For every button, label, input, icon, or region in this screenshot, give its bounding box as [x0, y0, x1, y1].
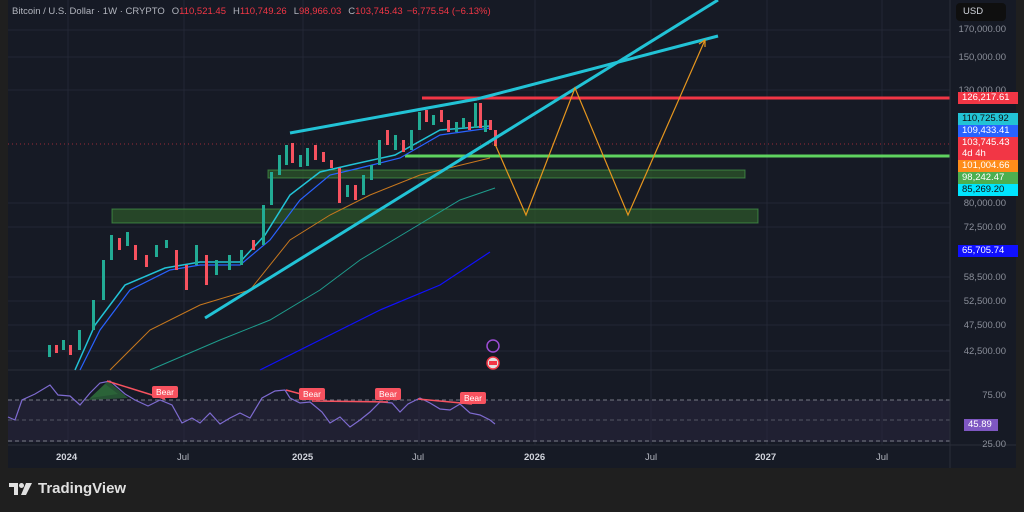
candles [48, 103, 497, 357]
countdown-tag: 4d 4h [958, 148, 1018, 160]
bear-divergence-label: Bear [460, 392, 486, 404]
support-price-tag: 98,242.47 [958, 172, 1018, 184]
ohlc-header: Bitcoin / U.S. Dollar · 1W · CRYPTO O110… [12, 6, 491, 17]
ma-price-tag: 110,725.92 [958, 113, 1018, 125]
bear-divergence-label: Bear [375, 388, 401, 400]
support-zone-lower [111, 208, 759, 224]
time-tick: 2025 [292, 452, 314, 463]
time-tick: 2027 [755, 452, 777, 463]
ma-price-tag: 65,705.74 [958, 245, 1018, 257]
time-tick: 2024 [56, 452, 78, 463]
price-tick: 42,500.00 [963, 346, 1006, 357]
time-tick: 2026 [524, 452, 546, 463]
time-tick: Jul [412, 452, 425, 463]
tradingview-logo-icon [9, 482, 32, 495]
bear-divergence-label: Bear [299, 388, 325, 400]
bear-divergence-label: Bear [152, 386, 178, 398]
price-tick: 80,000.00 [963, 198, 1006, 209]
time-tick: Jul [876, 452, 889, 463]
symbol-title[interactable]: Bitcoin / U.S. Dollar · 1W · CRYPTO [12, 6, 165, 17]
time-tick: Jul [177, 452, 190, 463]
ma-price-tag: 109,433.41 [958, 125, 1018, 137]
price-tick: 72,500.00 [963, 222, 1006, 233]
change-value: −6,775.54 (−6.13%) [406, 6, 491, 17]
rsi-tick: 75.00 [982, 390, 1006, 401]
tradingview-logo: TradingView [9, 480, 126, 497]
rsi-tick: 25.00 [982, 439, 1006, 450]
price-tick: 47,500.00 [963, 320, 1006, 331]
price-tick: 150,000.00 [958, 52, 1006, 63]
price-tick: 170,000.00 [958, 24, 1006, 35]
low-value: 98,966.03 [299, 6, 342, 17]
ma-price-tag: 85,269.20 [958, 184, 1018, 196]
price-tick: 130,000.00 [958, 85, 1006, 96]
brand-name: TradingView [38, 480, 127, 497]
rsi-value-tag: 45.89 [964, 419, 998, 431]
price-tick: 52,500.00 [963, 296, 1006, 307]
resistance-price-tag: 126,217.61 [958, 92, 1018, 104]
currency-button[interactable]: USD [956, 3, 1006, 21]
open-value: 110,521.45 [179, 6, 226, 17]
price-tick: 58,500.00 [963, 272, 1006, 283]
time-tick: Jul [645, 452, 658, 463]
lightning-event-icon [486, 339, 500, 353]
last-price-tag: 103,745.43 [958, 137, 1018, 149]
close-value: 103,745.43 [355, 6, 403, 17]
ma-price-tag: 101,004.66 [958, 160, 1018, 172]
high-value: 110,749.26 [239, 6, 287, 17]
